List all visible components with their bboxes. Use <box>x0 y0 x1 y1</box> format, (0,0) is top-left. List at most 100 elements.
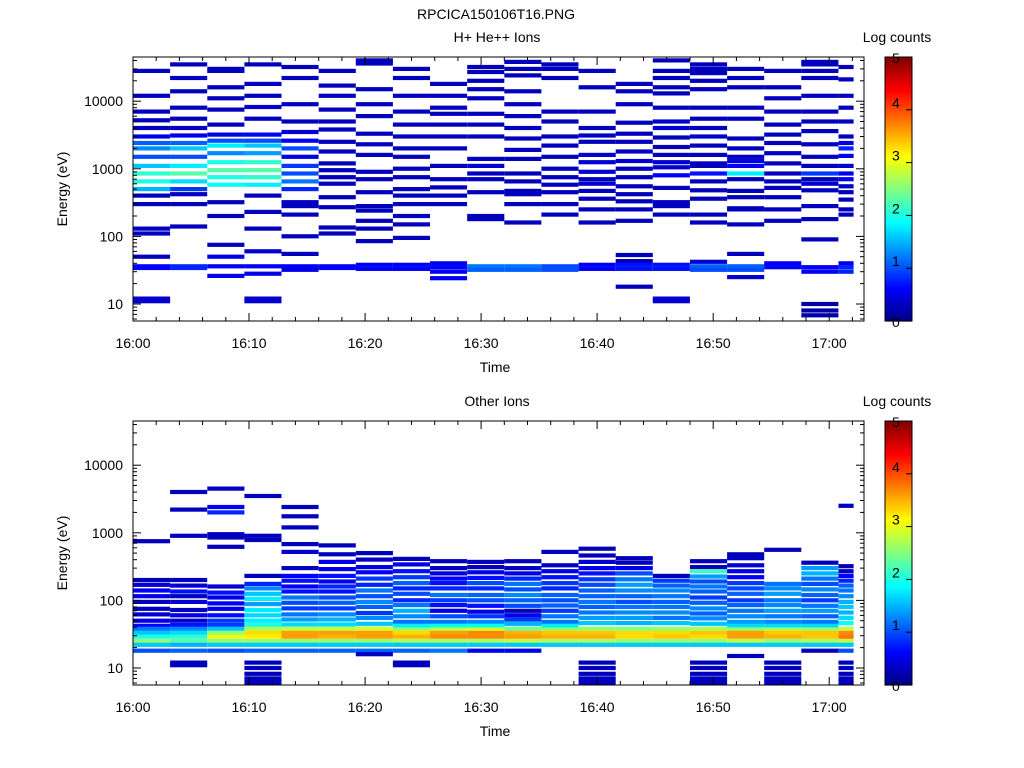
heatmap-cell <box>207 584 245 589</box>
heatmap-cell <box>578 139 616 144</box>
heatmap-cell <box>578 639 616 644</box>
colorbar-segment <box>885 619 912 623</box>
colorbar-segment <box>885 518 912 522</box>
heatmap-cell <box>615 166 653 171</box>
heatmap-cell <box>207 264 245 269</box>
colorbar-segment <box>885 434 912 438</box>
heatmap-cell <box>764 671 802 676</box>
heatmap-cell <box>541 212 579 217</box>
heatmap-cell <box>652 626 690 631</box>
colorbar-segment <box>885 318 912 322</box>
colorbar-segment <box>885 516 912 520</box>
heatmap-cell <box>652 610 690 615</box>
heatmap-cell <box>392 187 430 192</box>
heatmap-cell <box>430 648 468 653</box>
heatmap-cell <box>690 78 728 83</box>
heatmap-cell <box>764 676 802 681</box>
heatmap-cell <box>244 132 282 137</box>
heatmap-cell <box>727 146 765 151</box>
heatmap-cell <box>838 665 854 671</box>
heatmap-cell <box>578 262 616 267</box>
heatmap-cell <box>690 595 728 600</box>
colorbar-segment <box>885 231 912 235</box>
heatmap-cell <box>133 134 171 139</box>
heatmap-cell <box>690 579 728 584</box>
heatmap-cell <box>430 603 468 608</box>
heatmap-cell <box>838 93 854 98</box>
colorbar-segment <box>885 539 912 544</box>
colorbar-segment <box>885 537 912 541</box>
heatmap-cell <box>652 642 690 647</box>
colorbar-tick-label: 5 <box>892 50 900 66</box>
colorbar-segment <box>885 505 912 509</box>
heatmap-cell <box>355 208 393 213</box>
colorbar-segment <box>885 144 912 148</box>
heatmap-cell <box>392 627 430 632</box>
heatmap-cell <box>207 606 245 611</box>
heatmap-cell <box>727 195 765 200</box>
heatmap-cell <box>690 600 728 605</box>
heatmap-cell <box>355 190 393 195</box>
heatmap-cell <box>355 604 393 609</box>
heatmap-cell <box>207 143 245 148</box>
heatmap-cell <box>133 648 171 653</box>
heatmap-cell <box>207 595 245 600</box>
heatmap-cell <box>318 573 356 578</box>
heatmap-cell <box>318 612 356 617</box>
heatmap-cell <box>578 125 616 131</box>
heatmap-cell <box>170 140 208 146</box>
colorbar-segment <box>885 616 912 620</box>
colorbar-segment <box>885 497 912 501</box>
x-tick-label: 16:30 <box>464 335 499 351</box>
heatmap-cell <box>207 504 245 510</box>
colorbar-segment <box>885 655 912 660</box>
heatmap-cell <box>318 127 356 132</box>
heatmap-cell <box>467 592 505 598</box>
colorbar-segment <box>885 207 912 211</box>
heatmap-cell <box>281 595 319 600</box>
heatmap-cell <box>207 107 245 112</box>
colorbar-segment <box>885 513 912 517</box>
colorbar-segment <box>885 80 912 84</box>
heatmap-cell <box>281 578 319 583</box>
heatmap-cell <box>615 582 653 587</box>
heatmap-cell <box>244 299 282 304</box>
heatmap-cell <box>207 532 245 537</box>
heatmap-cell <box>133 154 171 159</box>
heatmap-cell <box>541 634 579 639</box>
heatmap-cell <box>355 588 393 593</box>
heatmap-cell <box>504 598 542 603</box>
colorbar-segment <box>885 423 912 427</box>
heatmap-cell <box>318 68 356 73</box>
heatmap-cell <box>504 648 542 653</box>
heatmap-cell <box>244 630 282 635</box>
colorbar-segment <box>885 653 912 657</box>
colorbar-segment <box>885 315 912 319</box>
heatmap-cell <box>244 104 282 110</box>
heatmap-cell <box>244 81 282 86</box>
heatmap-cell <box>727 598 765 603</box>
heatmap-cell <box>281 504 319 510</box>
heatmap-cell <box>467 581 505 586</box>
heatmap-cell <box>578 621 616 626</box>
colorbar-segment <box>885 270 912 275</box>
heatmap-cell <box>207 85 245 90</box>
heatmap-cell <box>207 623 245 628</box>
colorbar-segment <box>885 500 912 504</box>
heatmap-cell <box>801 171 839 176</box>
heatmap-cell <box>244 138 282 143</box>
heatmap-cell <box>355 582 393 587</box>
heatmap-cell <box>652 639 690 644</box>
heatmap-cell <box>652 266 690 271</box>
heatmap-cell <box>690 87 728 92</box>
colorbar-segment <box>885 563 912 567</box>
heatmap-cell <box>467 619 505 624</box>
heatmap-cell <box>801 634 839 639</box>
heatmap-cell <box>244 264 282 269</box>
colorbar-segment <box>885 629 912 633</box>
colorbar-segment <box>885 149 912 153</box>
x-tick-label: 16:10 <box>231 335 266 351</box>
heatmap-cell <box>133 599 171 604</box>
heatmap-cell <box>504 192 542 197</box>
